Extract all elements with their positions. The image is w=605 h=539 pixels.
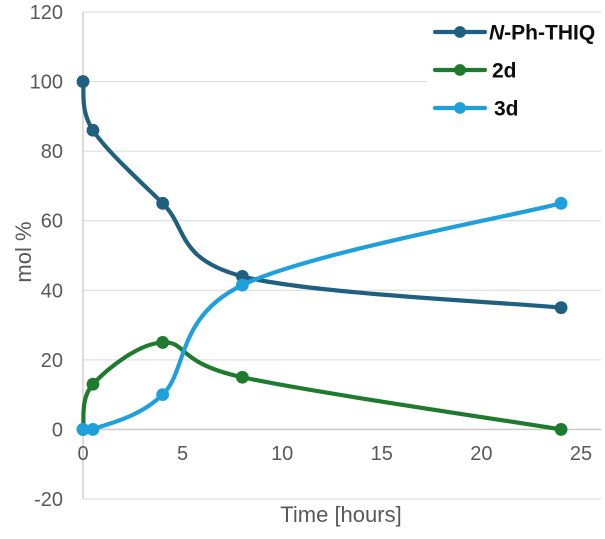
- svg-text:2d: 2d: [492, 60, 517, 83]
- svg-text:15: 15: [371, 443, 393, 465]
- svg-text:20: 20: [470, 443, 492, 465]
- svg-text:mol %: mol %: [11, 221, 36, 282]
- svg-text:120: 120: [30, 2, 63, 24]
- svg-text:3d: 3d: [494, 98, 519, 121]
- svg-text:60: 60: [41, 211, 63, 233]
- svg-text:25: 25: [570, 443, 592, 465]
- svg-text:10: 10: [271, 443, 293, 465]
- svg-text:0: 0: [77, 443, 88, 465]
- svg-text:Time [hours]: Time [hours]: [280, 502, 401, 527]
- svg-text:5: 5: [177, 443, 188, 465]
- svg-text:0: 0: [52, 419, 63, 441]
- svg-text:80: 80: [41, 141, 63, 163]
- svg-text:20: 20: [41, 350, 63, 372]
- svg-text:-20: -20: [34, 489, 63, 511]
- svg-text:N-Ph-THIQ: N-Ph-THIQ: [489, 22, 595, 45]
- svg-text:40: 40: [41, 280, 63, 302]
- svg-text:100: 100: [30, 72, 63, 94]
